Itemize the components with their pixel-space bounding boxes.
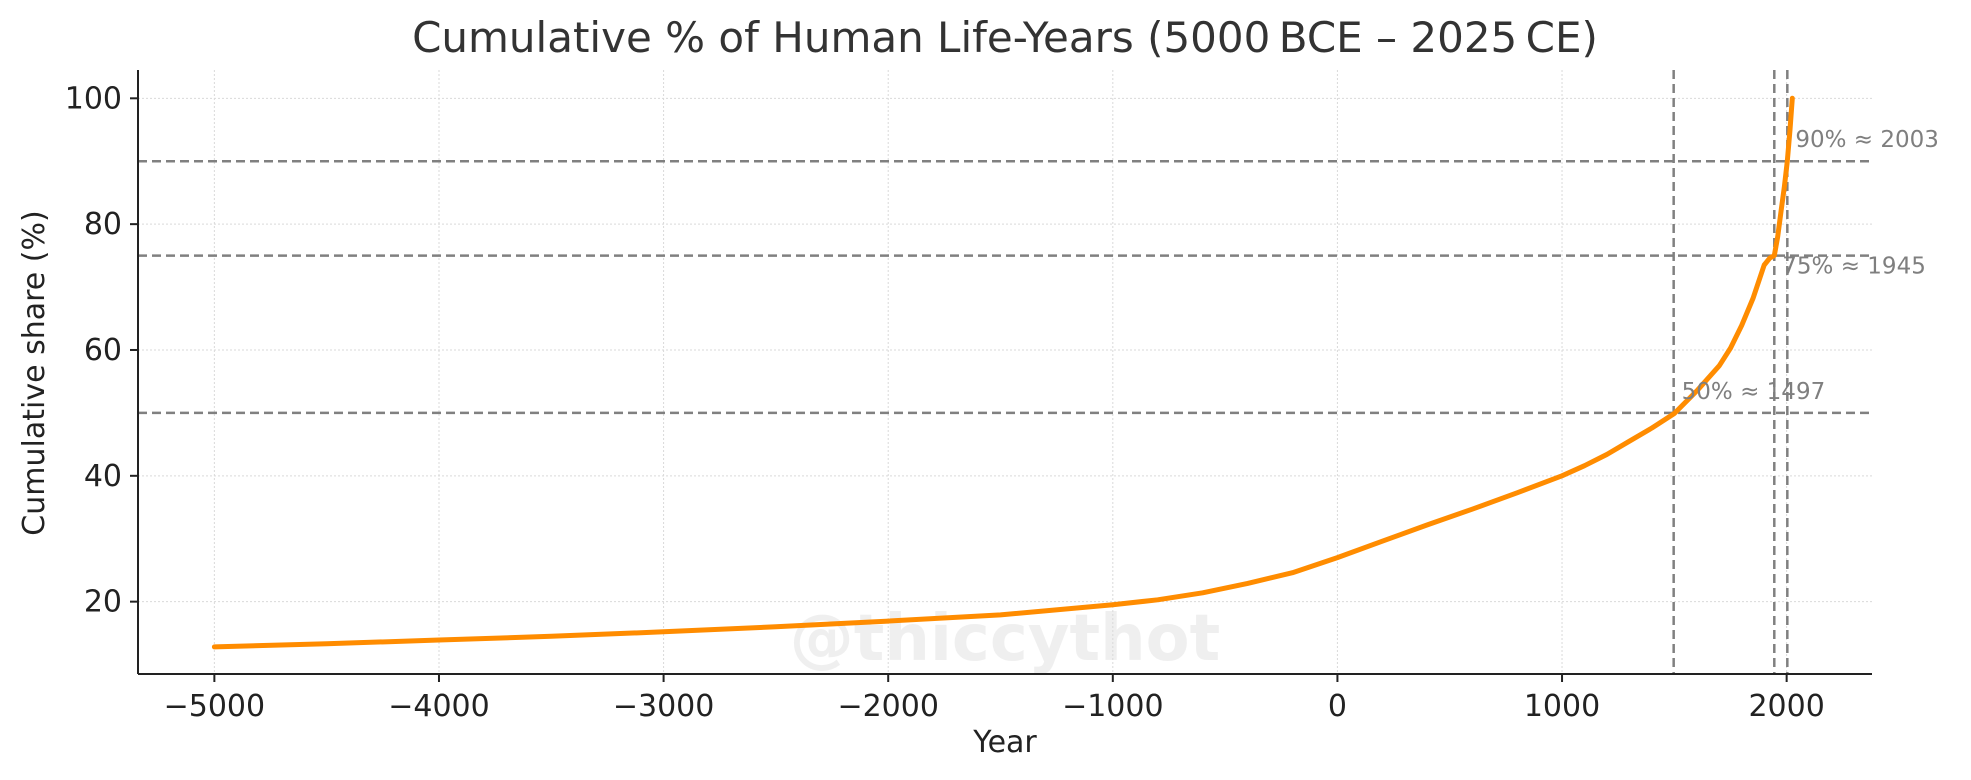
x-tick-label: 1000 xyxy=(1524,689,1600,724)
x-tick-label: −5000 xyxy=(164,689,265,724)
chart-title: Cumulative % of Human Life-Years (5000 B… xyxy=(412,13,1598,62)
axes: −5000 −4000 −3000 −2000 −1000 0 1000 2000 20 40 60… xyxy=(65,70,1872,724)
series-line xyxy=(211,95,1795,650)
y-tick-label: 80 xyxy=(84,207,122,242)
x-tick-label: 2000 xyxy=(1748,689,1824,724)
y-tick-label: 60 xyxy=(84,333,122,368)
y-tick-label: 20 xyxy=(84,585,122,620)
y-tick-label: 40 xyxy=(84,459,122,494)
reference-annotation: 90% ≈ 2003 xyxy=(1795,127,1939,153)
reference-annotation: 50% ≈ 1497 xyxy=(1682,379,1826,405)
reference-annotation: 75% ≈ 1945 xyxy=(1782,254,1926,280)
y-tick-label: 100 xyxy=(65,81,122,116)
series-layer xyxy=(211,95,1795,650)
x-axis-label: Year xyxy=(972,725,1037,760)
x-tick-label: −4000 xyxy=(388,689,489,724)
x-tick-label: −1000 xyxy=(1062,689,1163,724)
annotations: 50% ≈ 1497 75% ≈ 1945 90% ≈ 2003 xyxy=(1682,127,1939,405)
grid xyxy=(138,70,1872,674)
x-tick-label: 0 xyxy=(1328,689,1347,724)
y-axis-label: Cumulative share (%) xyxy=(17,210,52,535)
x-tick-label: −2000 xyxy=(837,689,938,724)
x-tick-label: −3000 xyxy=(613,689,714,724)
reference-lines xyxy=(138,70,1872,674)
